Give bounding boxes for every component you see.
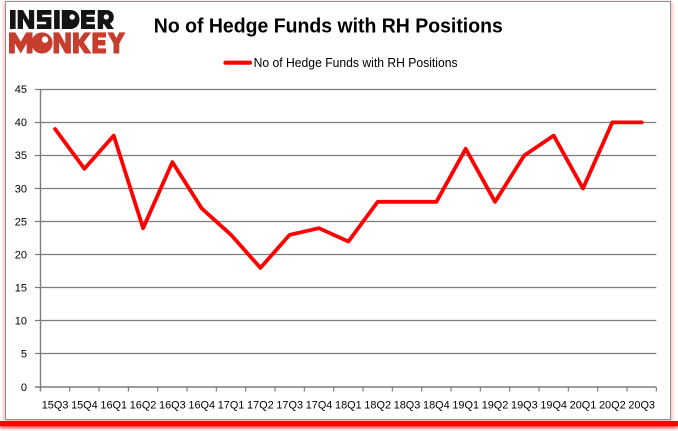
svg-text:10: 10 <box>15 316 27 328</box>
svg-text:No of Hedge Funds with RH Posi: No of Hedge Funds with RH Positions <box>254 56 458 70</box>
svg-text:18Q2: 18Q2 <box>364 400 391 412</box>
svg-text:19Q1: 19Q1 <box>452 400 479 412</box>
svg-text:40: 40 <box>15 117 27 129</box>
svg-text:15Q4: 15Q4 <box>71 400 98 412</box>
svg-text:30: 30 <box>15 183 27 195</box>
svg-text:16Q2: 16Q2 <box>130 400 157 412</box>
svg-text:20Q1: 20Q1 <box>570 400 597 412</box>
svg-text:19Q2: 19Q2 <box>482 400 509 412</box>
svg-text:18Q4: 18Q4 <box>423 400 450 412</box>
svg-text:45: 45 <box>15 84 27 96</box>
svg-text:20Q3: 20Q3 <box>628 400 655 412</box>
svg-text:19Q3: 19Q3 <box>511 400 538 412</box>
svg-text:17Q1: 17Q1 <box>218 400 245 412</box>
svg-text:16Q3: 16Q3 <box>159 400 186 412</box>
svg-text:16Q4: 16Q4 <box>188 400 215 412</box>
svg-text:20Q2: 20Q2 <box>599 400 626 412</box>
svg-text:17Q3: 17Q3 <box>276 400 303 412</box>
svg-text:25: 25 <box>15 216 27 228</box>
svg-text:19Q4: 19Q4 <box>540 400 567 412</box>
svg-text:18Q1: 18Q1 <box>335 400 362 412</box>
svg-text:15: 15 <box>15 283 27 295</box>
svg-text:15Q3: 15Q3 <box>42 400 69 412</box>
svg-text:18Q3: 18Q3 <box>394 400 421 412</box>
svg-text:5: 5 <box>21 349 27 361</box>
svg-text:17Q2: 17Q2 <box>247 400 274 412</box>
svg-text:0: 0 <box>21 382 27 394</box>
svg-text:No of Hedge Funds with RH Posi: No of Hedge Funds with RH Positions <box>154 14 503 37</box>
svg-text:35: 35 <box>15 150 27 162</box>
svg-text:16Q1: 16Q1 <box>100 400 127 412</box>
svg-text:17Q4: 17Q4 <box>306 400 333 412</box>
svg-text:20: 20 <box>15 250 27 262</box>
